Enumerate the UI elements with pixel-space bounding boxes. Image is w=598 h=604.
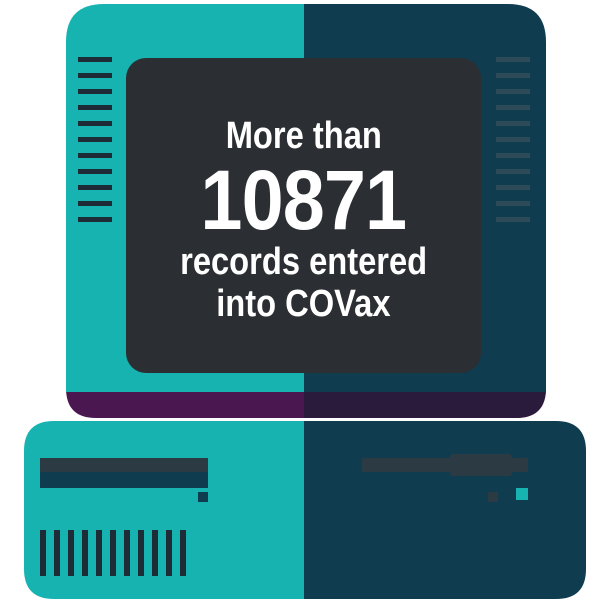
cpu-right-half xyxy=(304,421,586,599)
headline-top: More than xyxy=(225,114,382,157)
disk-slot-latch xyxy=(450,454,512,476)
monitor-screen xyxy=(126,58,481,373)
cpu-left-half xyxy=(24,421,304,599)
records-count: 10871 xyxy=(200,152,408,247)
cpu-vent-grille xyxy=(40,530,186,576)
drive-indicator-light xyxy=(198,492,208,502)
left-vent-grille xyxy=(78,57,112,222)
drive-slot-top xyxy=(40,458,208,472)
headline-line-4: into COVax xyxy=(216,282,391,325)
monitor xyxy=(66,4,546,418)
screen-message: More than 10871 records entered into COV… xyxy=(126,58,481,373)
cpu-unit xyxy=(24,421,586,599)
drive-slot-bottom xyxy=(40,472,208,488)
headline-line-3: records entered xyxy=(179,240,428,283)
right-vent-grille xyxy=(496,57,530,222)
disk-indicator-dark xyxy=(488,492,498,502)
power-light xyxy=(516,488,528,500)
